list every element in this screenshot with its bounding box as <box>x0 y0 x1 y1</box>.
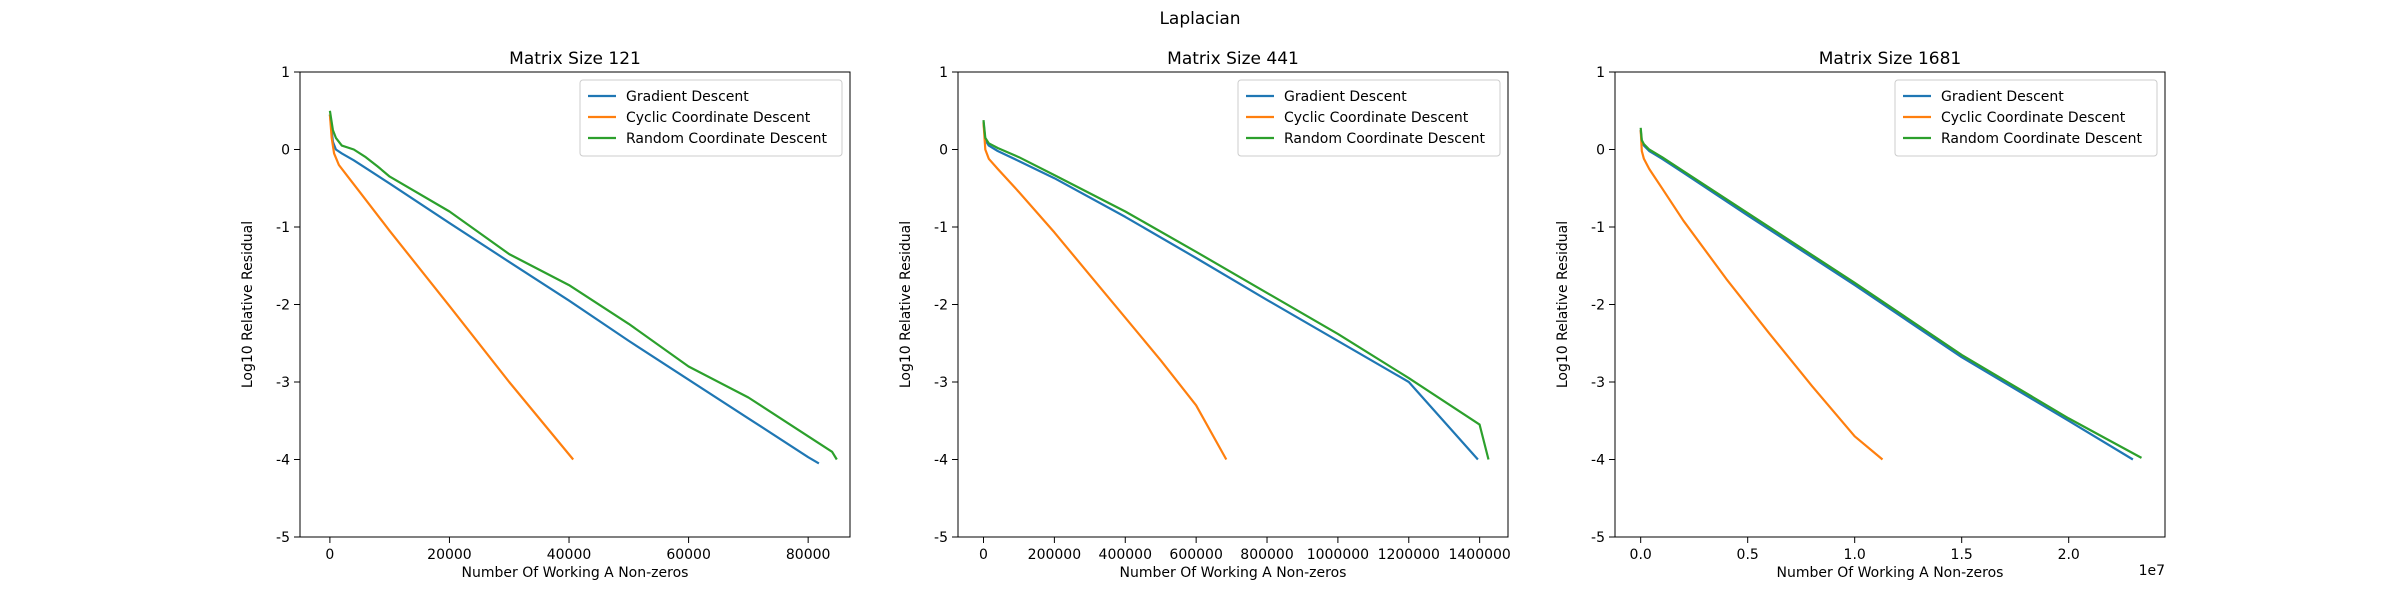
y-tick-label: 0 <box>1596 143 1605 159</box>
x-tick-label: 60000 <box>666 547 711 563</box>
y-tick-label: 1 <box>281 65 290 81</box>
series-lines <box>982 119 1490 461</box>
y-axis-label: Log10 Relative Residual <box>240 221 256 388</box>
y-tick-label: -3 <box>934 375 948 391</box>
axes-frame <box>957 71 1509 538</box>
x-tick-label: 80000 <box>786 547 831 563</box>
series-line <box>982 119 1490 460</box>
series-lines <box>328 110 838 465</box>
x-tick-label: 800000 <box>1240 547 1293 563</box>
legend-label: Cyclic Coordinate Descent <box>1941 110 2126 126</box>
x-tick-label: 600000 <box>1169 547 1222 563</box>
legend-label: Random Coordinate Descent <box>626 131 827 147</box>
y-tick-label: -1 <box>1591 220 1605 236</box>
chart-title: Matrix Size 441 <box>1167 49 1299 69</box>
series-line <box>982 122 1228 461</box>
legend-box <box>1237 79 1501 157</box>
y-tick-label: -4 <box>276 453 290 469</box>
axes-frame <box>299 71 851 538</box>
x-tick-label: 2.0 <box>2058 547 2080 563</box>
y-axis-label: Log10 Relative Residual <box>1555 221 1571 388</box>
series-line <box>328 114 820 465</box>
y-tick-label: 0 <box>281 143 290 159</box>
chart-panel-1: Matrix Size 121 1 0 -1 -2 -3 -4 -5 0 20000 40000 60… <box>240 49 851 581</box>
x-axis-label: Number Of Working A Non-zeros <box>1120 565 1347 581</box>
y-axis-label: Log10 Relative Residual <box>898 221 914 388</box>
x-tick-label: 1.0 <box>1844 547 1866 563</box>
y-tick-label: -4 <box>934 453 948 469</box>
legend-box <box>579 79 843 157</box>
x-tick-label: 40000 <box>547 547 592 563</box>
y-tick-label: -3 <box>1591 375 1605 391</box>
y-tick-label: 1 <box>1596 65 1605 81</box>
legend-label: Gradient Descent <box>1941 89 2064 105</box>
y-tick-label: -1 <box>934 220 948 236</box>
legend-label: Gradient Descent <box>1284 89 1407 105</box>
x-tick-label: 0 <box>325 547 334 563</box>
x-tick-label: 1.5 <box>1951 547 1973 563</box>
legend-label: Cyclic Coordinate Descent <box>626 110 811 126</box>
chart-panel-3: Matrix Size 1681 1 0 -1 -2 -3 -4 -5 0.0 0.5 1.0 1.5… <box>1555 49 2166 581</box>
legend-label: Gradient Descent <box>626 89 749 105</box>
series-lines <box>1639 127 2143 461</box>
series-line <box>1639 130 1884 461</box>
x-tick-label: 1000000 <box>1307 547 1369 563</box>
x-axis-label: Number Of Working A Non-zeros <box>1777 565 2004 581</box>
series-line <box>1639 127 2143 459</box>
x-tick-label: 0.5 <box>1737 547 1759 563</box>
x-tick-label: 20000 <box>427 547 472 563</box>
y-tick-label: -4 <box>1591 453 1605 469</box>
y-tick-label: -5 <box>276 530 290 546</box>
figure-title: Laplacian <box>1159 9 1240 29</box>
series-line <box>328 114 575 461</box>
x-tick-label: 400000 <box>1099 547 1152 563</box>
x-tick-label: 0.0 <box>1630 547 1652 563</box>
legend: Gradient Descent Cyclic Coordinate Descen… <box>579 79 843 157</box>
x-axis-label: Number Of Working A Non-zeros <box>462 565 689 581</box>
y-tick-label: -1 <box>276 220 290 236</box>
x-tick-label: 1400000 <box>1448 547 1510 563</box>
axes-frame <box>1614 71 2166 538</box>
y-tick-label: -2 <box>1591 298 1605 314</box>
y-tick-label: 1 <box>939 65 948 81</box>
chart-title: Matrix Size 1681 <box>1819 49 1962 69</box>
chart-panel-2: Matrix Size 441 1 0 -1 -2 -3 -4 -5 0 200000 400000… <box>898 49 1511 581</box>
series-line <box>328 110 838 461</box>
x-tick-label: 1200000 <box>1378 547 1440 563</box>
legend-label: Random Coordinate Descent <box>1941 131 2142 147</box>
y-tick-label: -2 <box>276 298 290 314</box>
series-line <box>1639 129 2134 461</box>
x-tick-label: 200000 <box>1028 547 1081 563</box>
y-tick-label: -5 <box>934 530 948 546</box>
legend: Gradient Descent Cyclic Coordinate Descen… <box>1237 79 1501 157</box>
chart-title: Matrix Size 121 <box>509 49 641 69</box>
y-tick-label: -2 <box>934 298 948 314</box>
legend-label: Random Coordinate Descent <box>1284 131 1485 147</box>
legend: Gradient Descent Cyclic Coordinate Descen… <box>1894 79 2158 157</box>
y-tick-label: -3 <box>276 375 290 391</box>
x-tick-label: 0 <box>979 547 988 563</box>
y-tick-label: 0 <box>939 143 948 159</box>
legend-label: Cyclic Coordinate Descent <box>1284 110 1469 126</box>
series-line <box>982 122 1479 461</box>
x-offset-label: 1e7 <box>2139 563 2165 579</box>
y-tick-label: -5 <box>1591 530 1605 546</box>
legend-box <box>1894 79 2158 157</box>
